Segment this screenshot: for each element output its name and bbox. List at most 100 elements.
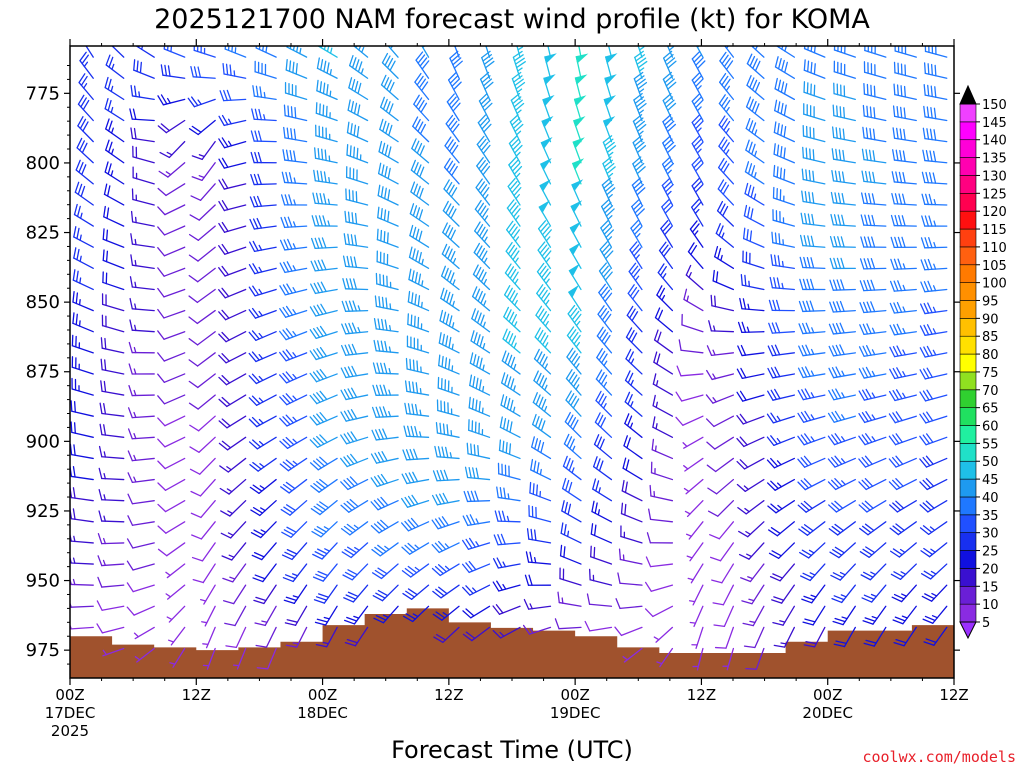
wind-barb — [431, 516, 460, 530]
wind-barb — [829, 257, 856, 270]
wind-barb — [309, 390, 338, 405]
wind-barb — [188, 267, 216, 283]
wind-barb — [188, 373, 216, 389]
wind-barb — [620, 525, 643, 544]
wind-barb — [313, 584, 338, 604]
wind-barb — [863, 626, 887, 647]
wind-barb — [370, 451, 399, 464]
wind-barb — [706, 369, 735, 381]
wind-barb — [413, 94, 430, 122]
wind-barb — [617, 572, 643, 586]
wind-barb — [462, 626, 491, 642]
wind-barb — [565, 369, 582, 396]
wind-barb — [474, 221, 491, 248]
colorbar-label: 100 — [982, 277, 1007, 292]
wind-barb — [127, 407, 155, 419]
wind-barb — [102, 249, 125, 269]
colorbar-label: 145 — [982, 116, 1007, 131]
wind-barb — [832, 104, 856, 122]
wind-barb — [157, 308, 186, 319]
wind-barbs — [70, 46, 948, 671]
x-tick-label: 00Z — [813, 686, 842, 704]
wind-barb — [829, 542, 856, 559]
wind-barb — [279, 436, 308, 449]
wind-barb — [801, 168, 826, 185]
x-tick-label: 2025 — [51, 722, 89, 740]
wind-barb — [190, 183, 216, 201]
wind-barb — [73, 247, 94, 269]
wind-barb — [100, 358, 125, 375]
wind-barb — [221, 542, 247, 561]
wind-barb — [713, 605, 735, 628]
wind-barb — [492, 557, 521, 569]
wind-barb — [661, 198, 674, 227]
wind-barb — [750, 46, 765, 58]
wind-barb — [624, 413, 643, 438]
wind-barb — [797, 500, 826, 513]
wind-barb — [773, 143, 795, 164]
wind-barb — [218, 221, 247, 233]
wind-barb — [686, 542, 704, 562]
wind-barb — [454, 46, 460, 58]
wind-barb — [652, 394, 674, 417]
wind-barb — [657, 263, 674, 291]
wind-barb — [525, 551, 552, 565]
wind-barb — [449, 50, 463, 79]
wind-barb — [219, 457, 247, 473]
wind-barb — [376, 228, 399, 248]
colorbar-label: 95 — [982, 294, 999, 309]
wind-barb — [624, 370, 643, 396]
wind-barb — [499, 416, 521, 438]
wind-barb — [741, 584, 765, 605]
wind-barb — [370, 473, 399, 488]
y-tick-label: 850 — [26, 292, 60, 313]
wind-barb — [860, 236, 887, 248]
wind-barb — [797, 366, 826, 379]
wind-barb — [158, 162, 186, 178]
wind-barb — [675, 391, 704, 402]
wind-barb — [920, 258, 948, 271]
wind-barb — [404, 402, 430, 417]
wind-barb — [644, 581, 674, 592]
wind-barb — [691, 177, 704, 206]
wind-barb — [100, 380, 125, 396]
wind-barb — [651, 438, 674, 460]
wind-barb — [625, 348, 643, 375]
wind-barb — [402, 605, 430, 623]
wind-barb — [893, 61, 917, 79]
wind-barb — [496, 486, 521, 502]
wind-barb — [341, 300, 369, 312]
wind-barb — [343, 233, 369, 248]
wind-barb — [232, 647, 247, 670]
wind-barb — [889, 521, 917, 536]
wind-barb — [249, 457, 277, 472]
colorbar-label: 45 — [982, 473, 999, 488]
wind-barb — [592, 456, 613, 481]
wind-barb — [766, 412, 795, 424]
wind-barb — [309, 303, 338, 317]
wind-barb — [893, 83, 917, 101]
wind-barb — [70, 577, 94, 586]
wind-barb — [666, 46, 675, 58]
wind-barb — [705, 394, 735, 404]
wind-barb — [284, 81, 308, 101]
wind-barb — [190, 500, 216, 519]
wind-barb — [437, 376, 460, 396]
colorbar-label: 40 — [982, 491, 999, 506]
wind-barb — [346, 143, 369, 164]
wind-barb — [345, 166, 369, 185]
wind-barb — [500, 394, 521, 417]
wind-barb — [248, 263, 277, 275]
wind-barb — [536, 262, 552, 291]
wind-barb — [919, 302, 948, 315]
wind-barb — [574, 74, 588, 101]
wind-barb — [188, 246, 216, 262]
wind-barb — [798, 521, 826, 536]
wind-barb — [718, 136, 735, 164]
wind-barb — [127, 450, 155, 462]
wind-barb — [340, 343, 369, 356]
wind-barb — [377, 162, 399, 185]
wind-barb — [602, 135, 617, 164]
wind-barb — [858, 410, 887, 424]
wind-barb — [279, 393, 308, 406]
